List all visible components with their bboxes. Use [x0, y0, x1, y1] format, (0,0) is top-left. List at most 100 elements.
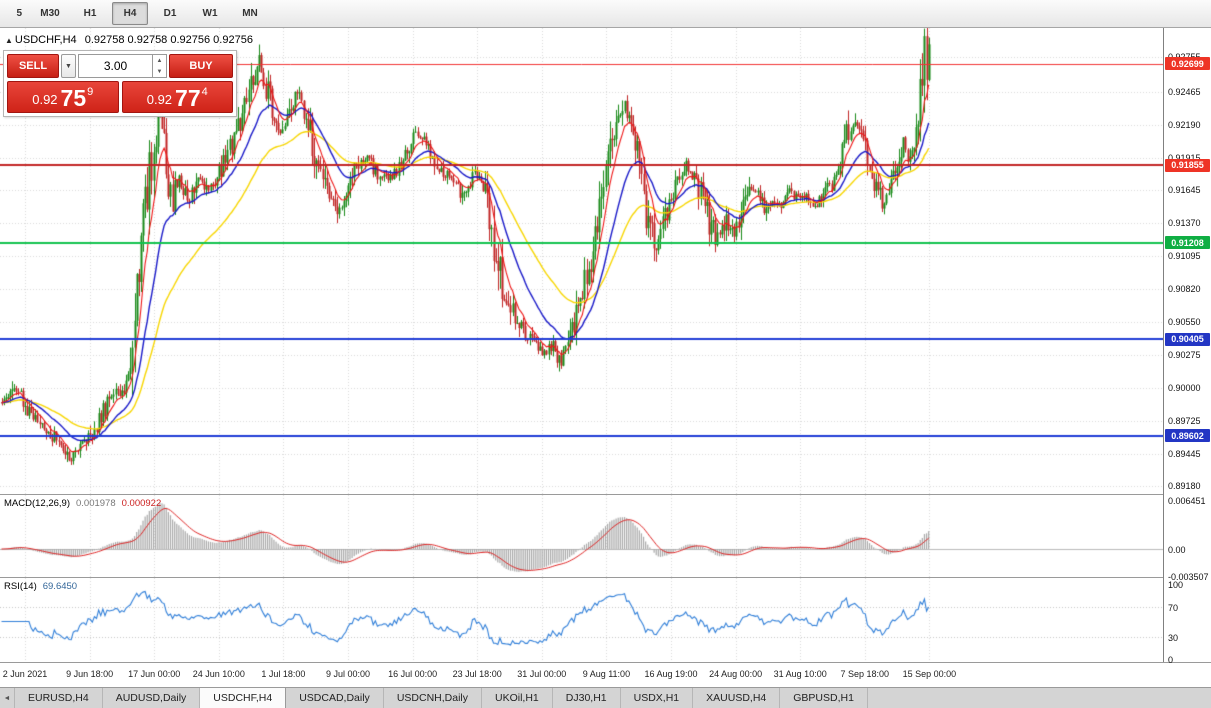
timeframe-button-5[interactable]: 5	[16, 8, 22, 19]
sell-price-display[interactable]: 0.92 75 9	[7, 81, 119, 113]
tab-audusd-daily[interactable]: AUDUSD,Daily	[102, 688, 201, 708]
timeframe-button-w1[interactable]: W1	[202, 8, 218, 19]
macd-indicator-canvas[interactable]	[0, 495, 1163, 577]
price-level-badge: 0.92699	[1165, 57, 1210, 71]
tab-ukoil-h1[interactable]: UKOil,H1	[482, 688, 553, 708]
macd-label: MACD(12,26,9) 0.001978 0.000922	[4, 498, 161, 509]
chart-window: ▲ USDCHF,H4 0.92758 0.92758 0.92756 0.927…	[0, 28, 1211, 687]
sell-price-prefix: 0.92	[32, 92, 58, 107]
price-level-badge: 0.89602	[1165, 429, 1210, 443]
tab-usdx-h1[interactable]: USDX,H1	[620, 688, 694, 708]
tab-eurusd-h4[interactable]: EURUSD,H4	[15, 688, 103, 708]
price-scale-label: 0.90550	[1168, 316, 1201, 327]
chart-collapse-icon[interactable]: ▲	[5, 36, 13, 45]
price-scale-label: 0.89445	[1168, 449, 1201, 460]
tab-gbpusd-h1[interactable]: GBPUSD,H1	[780, 688, 868, 708]
sell-price-main: 75	[60, 85, 87, 112]
rsi-indicator-canvas[interactable]	[0, 578, 1163, 662]
timeframe-button-m30[interactable]: M30	[40, 8, 60, 19]
macd-name: MACD(12,26,9)	[4, 498, 70, 509]
macd-signal-value: 0.000922	[121, 498, 162, 509]
price-scale-label: 0.89180	[1168, 481, 1201, 492]
buy-price-prefix: 0.92	[146, 92, 173, 107]
tab-usdcad-daily[interactable]: USDCAD,Daily	[286, 688, 384, 708]
time-axis-label: 31 Jul 00:00	[517, 669, 567, 679]
time-axis-label: 9 Aug 11:00	[582, 669, 631, 679]
price-scale-label: 0.92190	[1168, 119, 1201, 130]
tab-usdcnh-daily[interactable]: USDCNH,Daily	[383, 688, 482, 708]
time-axis-label: 16 Aug 19:00	[644, 669, 698, 679]
time-axis-label: 2 Jun 2021	[2, 669, 48, 679]
tab-list: EURUSD,H4 AUDUSD,Daily USDCHF,H4 USDCAD,Dai…	[15, 688, 868, 708]
macd-scale-label: 0.006451	[1168, 496, 1206, 507]
sell-price-pip: 9	[87, 86, 94, 98]
rsi-label: RSI(14) 69.6450	[4, 581, 77, 592]
tab-dj30-h1[interactable]: DJ30,H1	[552, 688, 621, 708]
volume-input[interactable]: 3.00 ▲ ▼	[78, 54, 167, 78]
rsi-scale-label: 0	[1168, 655, 1174, 665]
pane-separator[interactable]	[0, 577, 1211, 578]
time-axis-label: 9 Jun 18:00	[66, 669, 114, 679]
time-axis-label: 23 Jul 18:00	[452, 669, 502, 679]
price-scale-label: 0.92465	[1168, 86, 1201, 97]
price-scale-label: 0.91370	[1168, 218, 1201, 229]
buy-price-pip: 4	[201, 86, 208, 98]
rsi-scale-label: 100	[1168, 580, 1184, 590]
chart-symbol-label: USDCHF,H4	[14, 34, 77, 46]
timeframe-toolbar: 5 M30 H1 H4 D1 W1 MN	[0, 0, 1211, 28]
one-click-trading-panel: SELL ▼ 3.00 ▲ ▼ BUY 0.92 75 9	[3, 50, 237, 117]
sell-button[interactable]: SELL	[7, 54, 59, 78]
macd-scale-label: -0.003507	[1168, 571, 1209, 582]
timeframe-button-h4[interactable]: H4	[112, 2, 148, 25]
pane-separator[interactable]	[0, 494, 1211, 495]
timeframe-button-group: 5 M30 H1 H4 D1 W1 MN	[0, 2, 270, 25]
time-axis-label: 16 Jul 00:00	[388, 669, 438, 679]
time-axis-label: 9 Jul 00:00	[325, 669, 371, 679]
tab-scroll-left-button[interactable]: ◄	[0, 688, 15, 708]
time-axis-label: 15 Sep 00:00	[902, 669, 957, 679]
spin-up-icon[interactable]: ▲	[156, 57, 163, 64]
rsi-scale-label: 30	[1168, 632, 1179, 643]
time-axis-label: 24 Aug 00:00	[709, 669, 763, 679]
rsi-name: RSI(14)	[4, 581, 37, 592]
tab-usdchf-h4[interactable]: USDCHF,H4	[200, 688, 287, 708]
chart-ohlc-header: ▲ USDCHF,H4 0.92758 0.92758 0.92756 0.927…	[5, 34, 253, 46]
chart-tab-bar: ◄ EURUSD,H4 AUDUSD,Daily USDCHF,H4 USDCAD,D…	[0, 687, 1211, 708]
volume-value[interactable]: 3.00	[103, 59, 128, 73]
time-axis-label: 24 Jun 10:00	[192, 669, 245, 679]
macd-scale-label: 0.00	[1168, 545, 1186, 555]
price-scale-label: 0.89725	[1168, 415, 1201, 426]
price-scale-label: 0.91645	[1168, 185, 1201, 196]
time-axis[interactable]: 2 Jun 2021 9 Jun 18:00 17 Jun 00:00 24 Jun …	[0, 663, 1163, 687]
macd-main-value: 0.001978	[76, 498, 116, 509]
price-scale-label: 0.90275	[1168, 349, 1201, 360]
time-axis-label: 1 Jul 18:00	[261, 669, 306, 679]
pane-separator[interactable]	[0, 662, 1211, 663]
tab-xauusd-h4[interactable]: XAUUSD,H4	[693, 688, 781, 708]
buy-price-display[interactable]: 0.92 77 4	[121, 81, 233, 113]
rsi-value: 69.6450	[42, 581, 78, 592]
buy-button[interactable]: BUY	[169, 54, 233, 78]
time-axis-label: 31 Aug 10:00	[773, 669, 827, 679]
chevron-down-icon: ▼	[65, 62, 72, 70]
timeframe-button-mn[interactable]: MN	[242, 8, 258, 19]
rsi-scale-label: 70	[1168, 602, 1179, 613]
price-scale[interactable]: 0.92755 0.92465 0.92190 0.91915 0.91645 0.913…	[1163, 28, 1211, 665]
time-axis-label: 17 Jun 00:00	[128, 669, 181, 679]
price-level-badge: 0.91855	[1165, 158, 1210, 172]
spin-down-icon[interactable]: ▼	[156, 68, 163, 75]
price-scale-label: 0.92755	[1168, 52, 1201, 62]
order-type-dropdown[interactable]: ▼	[61, 54, 76, 78]
timeframe-button-d1[interactable]: D1	[163, 8, 177, 19]
chevron-left-icon: ◄	[3, 694, 11, 702]
price-level-badge: 0.90405	[1165, 332, 1210, 346]
volume-stepper: ▲ ▼	[152, 55, 166, 77]
price-scale-label: 0.91095	[1168, 251, 1201, 262]
chart-ohlc-values: 0.92758 0.92758 0.92756 0.92756	[84, 34, 253, 46]
timeframe-button-h1[interactable]: H1	[83, 8, 97, 19]
price-scale-label: 0.90000	[1168, 382, 1201, 393]
price-level-badge: 0.91208	[1165, 236, 1210, 250]
price-scale-label: 0.90820	[1168, 284, 1201, 295]
time-axis-label: 7 Sep 18:00	[840, 669, 890, 679]
